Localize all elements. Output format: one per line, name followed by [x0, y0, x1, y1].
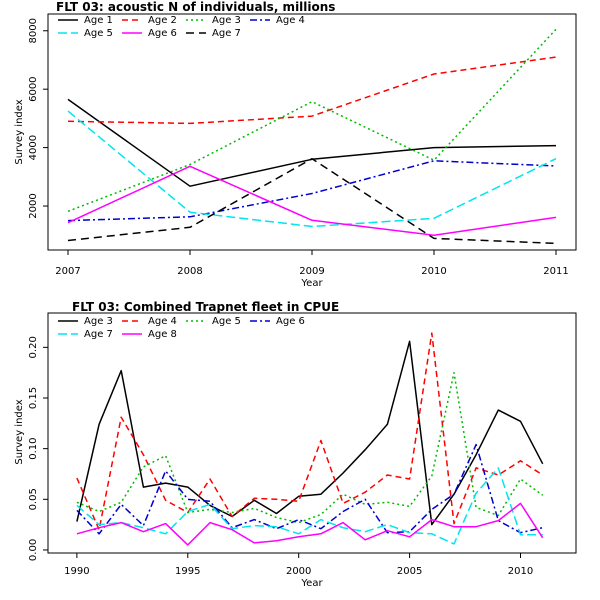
y-tick-label: 0.15: [28, 387, 39, 409]
legend-label: Age 6: [276, 316, 305, 327]
series-line-age-5: [67, 110, 557, 228]
x-tick-label: 2000: [286, 566, 311, 577]
x-tick-label: 1990: [64, 566, 89, 577]
legend: Age 1 Age 2 Age 3 Age 4 Age 5 Age 6 Age 7: [58, 15, 305, 39]
x-tick-label: 2009: [299, 266, 324, 277]
x-tick-label: 2010: [508, 566, 533, 577]
y-tick-label: 6000: [28, 76, 39, 101]
series-line-age-3: [67, 28, 557, 213]
legend-label: Age 5: [212, 316, 241, 327]
series-line-age-4: [76, 332, 544, 531]
legend-label: Age 5: [84, 28, 113, 39]
legend-label: Age 3: [84, 316, 113, 327]
series-lines: [67, 28, 557, 245]
series-lines: [76, 332, 544, 546]
x-tick-label: 2005: [397, 566, 422, 577]
legend-label: Age 7: [212, 28, 241, 39]
y-ticks: 0.00 0.05 0.10 0.15 0.20: [28, 336, 48, 561]
series-line-age-4: [67, 160, 557, 222]
legend-label: Age 3: [212, 15, 241, 26]
x-tick-label: 2008: [177, 266, 202, 277]
legend-label: Age 7: [84, 329, 113, 340]
x-tick-label: 1995: [175, 566, 200, 577]
y-axis-label: Survey index: [14, 399, 25, 464]
acoustic-chart: FLT 03: acoustic N of individuals, milli…: [14, 0, 577, 289]
series-line-age-3: [76, 340, 544, 526]
y-tick-label: 0.05: [28, 488, 39, 510]
x-ticks: 1990 1995 2000 2005 2010: [64, 553, 533, 577]
x-axis-label: Year: [300, 578, 323, 589]
legend-label: Age 2: [148, 15, 177, 26]
x-axis-label: Year: [300, 278, 323, 289]
legend-label: Age 1: [84, 15, 113, 26]
trapnet-chart: FLT 03: Combined Trapnet fleet in CPUE 1…: [14, 300, 577, 589]
legend-label: Age 4: [276, 15, 305, 26]
legend-label: Age 6: [148, 28, 177, 39]
series-line-age-7: [67, 157, 557, 245]
legend-label: Age 8: [148, 329, 177, 340]
series-line-age-5: [76, 371, 544, 524]
series-line-age-1: [67, 98, 557, 187]
y-ticks: 2000 4000 6000 8000: [28, 18, 48, 219]
y-tick-label: 0.10: [28, 438, 39, 460]
plot-frame: [47, 13, 577, 251]
series-line-age-6: [76, 443, 543, 535]
series-line-age-8: [76, 502, 544, 546]
chart-title: FLT 03: Combined Trapnet fleet in CPUE: [72, 300, 339, 314]
y-tick-label: 8000: [28, 18, 39, 43]
y-axis-label: Survey index: [14, 99, 25, 164]
y-tick-label: 0.20: [28, 336, 39, 358]
series-line-age-6: [67, 165, 557, 236]
plot-frame: [47, 312, 577, 554]
legend-label: Age 4: [148, 316, 177, 327]
x-tick-label: 2010: [421, 266, 446, 277]
x-tick-label: 2007: [55, 266, 80, 277]
y-tick-label: 4000: [28, 135, 39, 160]
y-tick-label: 2000: [28, 193, 39, 218]
series-line-age-7: [76, 467, 543, 545]
y-tick-label: 0.00: [28, 539, 39, 561]
legend: Age 3 Age 4 Age 5 Age 6 Age 7 Age 8: [58, 316, 305, 340]
x-tick-label: 2011: [543, 266, 568, 277]
x-ticks: 2007 2008 2009 2010 2011: [55, 250, 569, 277]
chart-title: FLT 03: acoustic N of individuals, milli…: [56, 0, 335, 14]
series-line-age-2: [67, 56, 557, 125]
